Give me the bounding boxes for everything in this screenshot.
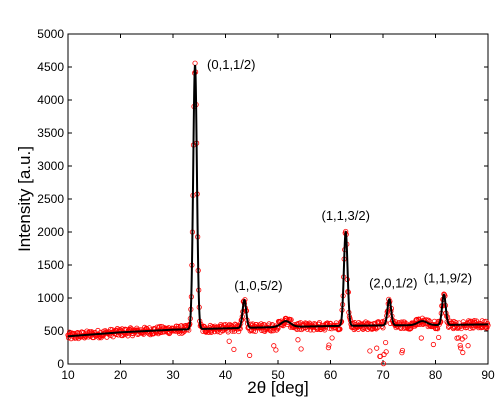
- data-point: [399, 347, 406, 354]
- x-tick-label: 20: [114, 368, 128, 382]
- data-point: [288, 317, 294, 323]
- y-tick-label: 1500: [37, 258, 64, 272]
- y-tick-label: 4500: [37, 60, 64, 74]
- x-tick-label: 60: [324, 368, 338, 382]
- peak-label: (2,0,1/2): [369, 275, 417, 290]
- x-axis-label: 2θ [deg]: [247, 378, 308, 397]
- data-point: [465, 343, 471, 349]
- x-tick-label: 30: [166, 368, 180, 382]
- x-tick-label: 80: [429, 368, 443, 382]
- data-point: [430, 341, 436, 348]
- y-axis-label: Intensity [a.u.]: [15, 146, 34, 252]
- fit-line: [67, 64, 488, 338]
- x-tick-label: 50: [271, 368, 285, 382]
- data-point: [374, 345, 380, 351]
- data-point: [247, 352, 253, 358]
- data-point: [274, 327, 280, 333]
- data-point: [226, 338, 232, 344]
- peak-label: (1,1,3/2): [322, 208, 370, 223]
- plot-area: [67, 33, 489, 365]
- data-point: [298, 346, 304, 352]
- data-point: [431, 318, 438, 324]
- data-point: [380, 361, 387, 367]
- y-tick-label: 5000: [37, 27, 64, 41]
- data-point: [367, 348, 373, 354]
- axis-ticks: 10 20 30 40 50 60 70 80 90 0 500 1000 1500 2000 2500 30…: [37, 27, 495, 382]
- data-point: [231, 346, 237, 353]
- data-point: [458, 345, 464, 351]
- peak-label: (1,1,9/2): [424, 271, 472, 286]
- y-tick-label: 0: [57, 357, 64, 371]
- data-point: [271, 343, 277, 349]
- data-point: [383, 339, 389, 346]
- data-point: [383, 349, 389, 355]
- x-tick-label: 90: [481, 368, 495, 382]
- data-point: [268, 328, 274, 334]
- data-point: [436, 334, 442, 341]
- y-tick-label: 1000: [37, 291, 64, 305]
- data-point: [462, 334, 468, 340]
- y-tick-label: 2000: [37, 225, 64, 239]
- x-tick-label: 10: [61, 368, 75, 382]
- y-tick-label: 2500: [37, 192, 64, 206]
- x-tick-label: 70: [376, 368, 390, 382]
- data-point: [458, 325, 464, 332]
- data-point: [270, 328, 276, 334]
- data-point: [295, 337, 301, 343]
- y-tick-label: 3000: [37, 159, 64, 173]
- data-point: [236, 328, 242, 335]
- data-point: [325, 345, 331, 351]
- data-point: [326, 342, 332, 348]
- y-tick-label: 4000: [37, 93, 64, 107]
- data-point: [273, 347, 279, 353]
- data-point: [399, 350, 405, 356]
- y-tick-label: 3500: [37, 126, 64, 140]
- data-point: [373, 326, 379, 332]
- data-point: [329, 335, 335, 341]
- data-point: [337, 326, 343, 332]
- data-point: [455, 335, 462, 341]
- data-point: [460, 349, 466, 356]
- x-tick-label: 40: [219, 368, 233, 382]
- peak-label: (1,0,5/2): [234, 278, 282, 293]
- peak-label: (0,1,1/2): [207, 57, 255, 72]
- peak-labels: (0,1,1/2) (1,0,5/2) (1,1,3/2) (2,0,1/2) (1,1…: [207, 57, 472, 293]
- data-point: [322, 327, 328, 333]
- data-point: [363, 319, 369, 325]
- data-point: [457, 342, 463, 349]
- y-tick-label: 500: [44, 324, 64, 338]
- data-point: [127, 325, 134, 331]
- data-point: [418, 335, 424, 341]
